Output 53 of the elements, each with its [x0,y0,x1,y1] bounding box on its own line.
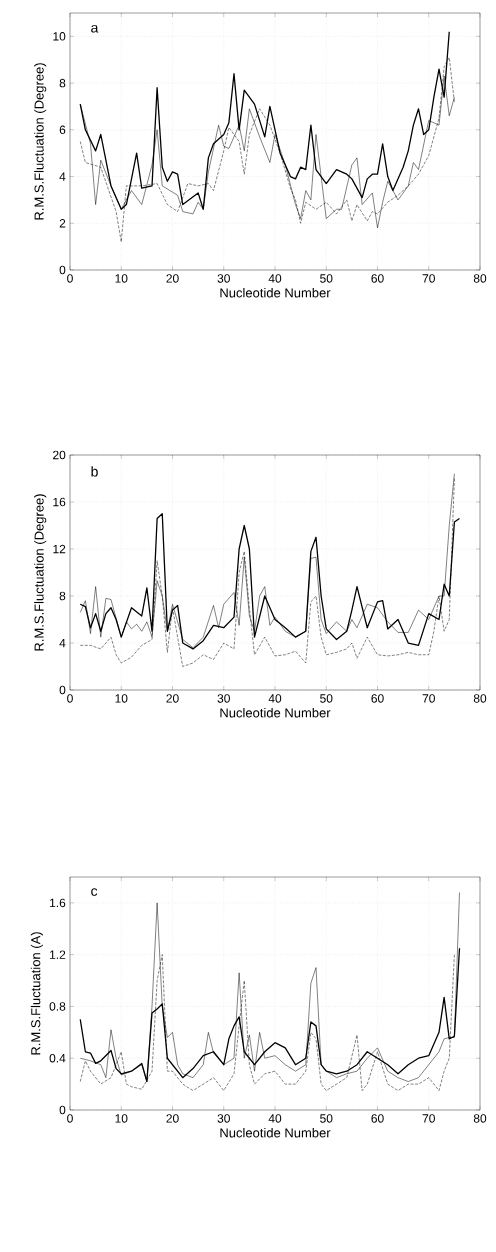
x-tick-label: 10 [115,274,128,283]
x-tick-label: 0 [67,1114,73,1123]
x-tick-label: 80 [473,274,487,283]
y-tick-label: 6 [59,125,66,135]
x-tick-label: 80 [473,1114,487,1123]
x-tick-label: 30 [217,694,230,703]
x-tick-label: 70 [422,274,435,283]
y-tick-label: 4 [59,638,66,648]
x-tick-label: 10 [115,694,128,703]
y-tick-label: 8 [59,591,66,601]
x-tick-label: 0 [67,694,73,703]
x-tick-label: 20 [166,694,179,703]
y-axis-title: R.M.S.Fluctuation (Degree) [34,63,47,220]
annotation: c [91,888,98,896]
x-axis-title: Nucleotide Number [220,287,331,298]
y-axis-title: R.M.S.Fluctuation (A) [30,932,43,1055]
y-tick-label: 8 [59,78,66,88]
x-tick-label: 20 [166,274,179,283]
x-tick-label: 50 [320,1114,333,1123]
x-tick-label: 50 [320,274,333,283]
annotation: b [91,466,98,477]
annotation: a [91,24,99,33]
y-tick-label: 1.6 [50,898,66,908]
y-tick-label: 0 [59,1105,66,1115]
y-tick-label: 20 [53,450,66,460]
x-tick-label: 80 [473,694,487,703]
x-tick-label: 10 [115,1114,128,1123]
x-tick-label: 20 [166,1114,179,1123]
x-tick-label: 60 [371,694,384,703]
y-axis-title: R.M.S.Fluctuation (Degree) [34,494,47,651]
y-tick-label: 2 [59,219,66,228]
x-tick-label: 30 [217,274,230,283]
y-tick-label: 4 [59,172,66,181]
x-tick-label: 70 [422,694,435,703]
y-tick-label: 10 [53,32,66,41]
x-tick-label: 70 [422,1114,435,1123]
y-tick-label: 0 [59,265,66,275]
x-tick-label: 60 [371,1114,384,1123]
x-axis-title: Nucleotide Number [220,1127,331,1138]
y-tick-label: 12 [53,544,66,554]
y-tick-label: 0 [59,685,66,695]
x-axis-title: Nucleotide Number [220,707,331,718]
x-tick-label: 40 [268,274,282,283]
y-tick-label: 0.4 [49,1053,66,1063]
y-tick-label: 1.2 [50,950,66,959]
x-tick-label: 40 [268,1114,282,1123]
x-tick-label: 50 [320,694,333,703]
x-tick-label: 30 [217,1114,230,1123]
x-tick-label: 60 [371,274,384,283]
y-tick-label: 16 [53,497,66,507]
x-tick-label: 0 [67,274,73,283]
x-tick-label: 40 [268,694,282,703]
y-tick-label: 0.8 [49,1002,66,1011]
